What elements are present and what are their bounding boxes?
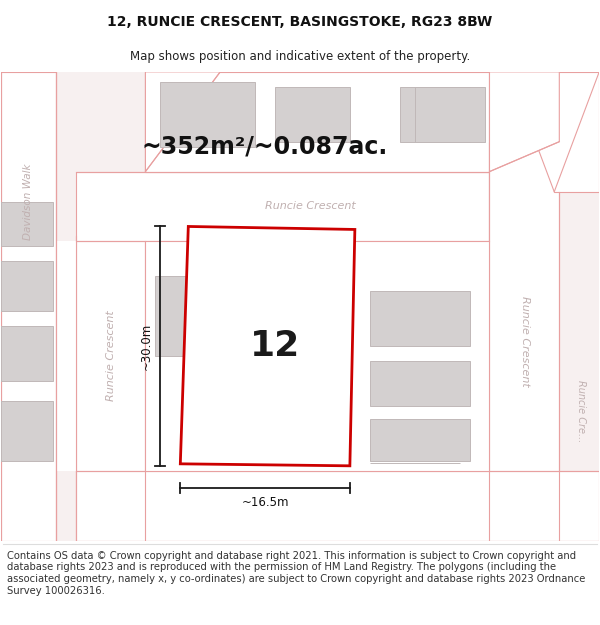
Bar: [1, 261, 53, 311]
Polygon shape: [509, 72, 599, 191]
Bar: [1, 326, 53, 381]
Text: Map shows position and indicative extent of the property.: Map shows position and indicative extent…: [130, 49, 470, 62]
Text: Runcie Cre...: Runcie Cre...: [576, 380, 586, 442]
Polygon shape: [76, 172, 490, 241]
Bar: [370, 361, 470, 406]
Text: ~352m²/~0.087ac.: ~352m²/~0.087ac.: [142, 134, 388, 159]
Bar: [275, 87, 350, 142]
Bar: [415, 87, 485, 142]
Bar: [400, 87, 470, 142]
Polygon shape: [76, 471, 599, 541]
Bar: [145, 241, 490, 471]
Bar: [56, 241, 76, 471]
Polygon shape: [490, 72, 559, 172]
Polygon shape: [181, 226, 355, 466]
Bar: [160, 82, 255, 147]
Bar: [370, 419, 470, 461]
Polygon shape: [145, 72, 220, 172]
Bar: [1, 401, 53, 461]
Text: Runcie Crescent: Runcie Crescent: [106, 311, 116, 401]
Polygon shape: [490, 142, 559, 541]
Text: Runcie Crescent: Runcie Crescent: [520, 296, 530, 386]
Bar: [370, 291, 470, 346]
Text: 12, RUNCIE CRESCENT, BASINGSTOKE, RG23 8BW: 12, RUNCIE CRESCENT, BASINGSTOKE, RG23 8…: [107, 14, 493, 29]
Polygon shape: [1, 72, 56, 541]
Polygon shape: [145, 72, 490, 172]
Text: ~16.5m: ~16.5m: [241, 496, 289, 509]
Text: ~30.0m: ~30.0m: [140, 322, 153, 370]
Bar: [155, 276, 235, 356]
Text: Contains OS data © Crown copyright and database right 2021. This information is : Contains OS data © Crown copyright and d…: [7, 551, 586, 596]
Text: Davidson Walk: Davidson Walk: [23, 163, 33, 240]
Text: Runcie Crescent: Runcie Crescent: [265, 201, 355, 211]
Bar: [1, 201, 53, 246]
Polygon shape: [76, 236, 145, 541]
Text: 12: 12: [250, 329, 300, 363]
